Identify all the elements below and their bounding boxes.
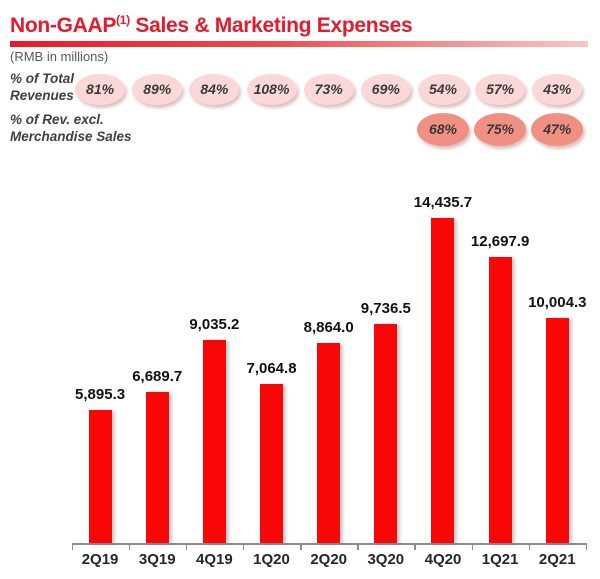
bar-1Q20: [260, 383, 284, 543]
bar-value-label-4Q20: 14,435.7: [413, 194, 473, 212]
x-axis-label-1Q20: 1Q20: [253, 551, 290, 568]
x-axis-tick: [414, 543, 416, 550]
bar-3Q20: [374, 323, 398, 543]
x-axis-label-3Q19: 3Q19: [138, 551, 176, 568]
x-axis-label-2Q20: 2Q20: [310, 551, 348, 568]
x-axis-tick: [71, 543, 73, 550]
pct-badge-1Q21-row1: 57%: [475, 73, 526, 105]
unit-note: (RMB in millions): [10, 49, 109, 64]
bar-value-label-2Q20: 8,864.0: [303, 319, 354, 337]
bar-value-label-3Q19: 6,689.7: [132, 368, 183, 386]
pct-of-rev-excl-merchandise-label-line1: % of Rev. excl.: [10, 112, 104, 127]
title-rest: Sales & Marketing Expenses: [129, 14, 413, 37]
x-axis-tick: [185, 543, 188, 550]
bar-value-label-1Q20: 7,064.8: [246, 359, 297, 377]
x-axis-label-2Q19: 2Q19: [81, 551, 119, 568]
bar-2Q21: [545, 317, 569, 543]
bar-4Q20: [431, 218, 455, 543]
bar-2Q20: [317, 343, 341, 543]
page-title: Non-GAAP(1) Sales & Marketing Expenses: [10, 13, 413, 38]
pct-badge-4Q20-row2: 68%: [416, 112, 469, 146]
title-footnote-superscript: (1): [116, 13, 130, 27]
pct-badge-2Q21-row1: 43%: [532, 73, 583, 105]
bar-value-label-2Q21: 10,004.3: [528, 293, 587, 311]
pct-badge-4Q19-row1: 84%: [189, 73, 240, 105]
pct-of-total-revenues-label-line2: Revenues: [10, 87, 74, 103]
x-axis-tick: [585, 543, 588, 550]
pct-badge-1Q21-row2: 75%: [474, 112, 527, 146]
x-axis-tick: [528, 543, 531, 550]
pct-badge-3Q19-row1: 89%: [132, 73, 183, 105]
pct-of-total-revenues-label-line1: % of Total: [10, 71, 74, 86]
bar-4Q19: [202, 339, 226, 543]
pct-badge-2Q21-row2: 47%: [531, 112, 584, 146]
bar-2Q19: [88, 410, 112, 543]
bar-value-label-1Q21: 12,697.9: [470, 233, 530, 251]
pct-badge-4Q20-row1: 54%: [417, 73, 468, 105]
pct-badge-2Q19-row1: 81%: [75, 73, 126, 105]
x-axis-label-3Q20: 3Q20: [367, 551, 405, 568]
x-axis-label-4Q19: 4Q19: [196, 551, 233, 568]
title-main: Non-GAAP: [10, 14, 117, 37]
bar-value-label-4Q19: 9,035.2: [189, 315, 240, 333]
bar-3Q19: [145, 392, 169, 543]
x-axis-tick: [128, 543, 131, 550]
x-axis-tick: [242, 543, 245, 550]
pct-badge-2Q20-row1: 73%: [303, 73, 354, 105]
bar-value-label-2Q19: 5,895.3: [75, 386, 126, 404]
title-underline-bar: [10, 41, 588, 47]
x-axis-tick: [300, 543, 302, 550]
x-axis-line: [71, 543, 587, 545]
bar-1Q21: [488, 257, 512, 543]
x-axis-label-4Q20: 4Q20: [424, 551, 462, 568]
pct-of-rev-excl-merchandise-label: % of Rev. excl. Merchandise Sales: [10, 112, 132, 145]
x-axis-label-1Q21: 1Q21: [481, 551, 519, 568]
pct-badge-1Q20-row1: 108%: [246, 73, 297, 105]
x-axis-label-2Q21: 2Q21: [538, 551, 576, 568]
bar-value-label-3Q20: 9,736.5: [360, 299, 411, 317]
x-axis-tick: [357, 543, 359, 550]
pct-badge-3Q20-row1: 69%: [360, 73, 411, 105]
pct-of-rev-excl-merchandise-label-line2: Merchandise Sales: [10, 128, 132, 144]
pct-of-total-revenues-label: % of Total Revenues: [10, 71, 74, 104]
x-axis-tick: [471, 543, 474, 550]
